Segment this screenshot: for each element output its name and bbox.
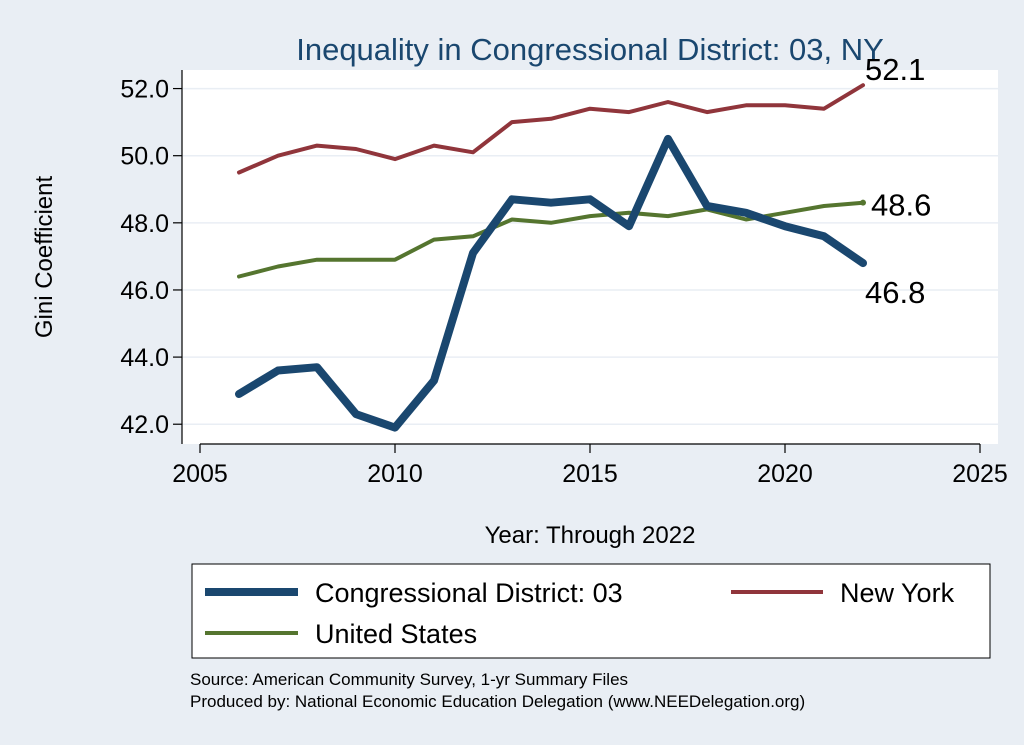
y-tick-label: 52.0 bbox=[120, 76, 169, 104]
x-tick-label: 2020 bbox=[757, 460, 813, 488]
producer-note: Produced by: National Economic Education… bbox=[190, 692, 805, 711]
end-label-nation: 48.6 bbox=[871, 188, 931, 223]
x-tick-label: 2015 bbox=[562, 460, 618, 488]
y-axis-label: Gini Coefficient bbox=[31, 176, 58, 339]
y-tick-label: 50.0 bbox=[120, 143, 169, 171]
end-label-state: 52.1 bbox=[865, 52, 925, 87]
x-tick-label: 2005 bbox=[172, 460, 228, 488]
gridlines bbox=[182, 87, 998, 425]
legend-box bbox=[191, 563, 991, 659]
series-line-district bbox=[235, 134, 867, 432]
legend: Congressional District: 03 New York United… bbox=[205, 578, 955, 649]
legend-label-district: Congressional District: 03 bbox=[315, 578, 623, 608]
x-axis-label: Year: Through 2022 bbox=[485, 522, 696, 549]
end-labels: 46.8 52.1 48.6 bbox=[865, 52, 931, 310]
legend-label-nation: United States bbox=[315, 619, 477, 649]
source-note: Source: American Community Survey, 1-yr … bbox=[190, 670, 628, 689]
y-tick-label: 48.0 bbox=[120, 210, 169, 238]
x-tick-label: 2010 bbox=[367, 460, 423, 488]
plot-area bbox=[182, 70, 998, 444]
chart-title: Inequality in Congressional District: 03… bbox=[296, 32, 884, 67]
series-lines bbox=[235, 83, 867, 432]
axes: 42.0 44.0 46.0 48.0 50.0 52.0 2005 2010 2015 2020… bbox=[120, 70, 1008, 488]
y-tick-label: 44.0 bbox=[120, 344, 169, 372]
legend-label-state: New York bbox=[840, 578, 955, 608]
y-tick-label: 46.0 bbox=[120, 277, 169, 305]
y-tick-label: 42.0 bbox=[120, 411, 169, 439]
series-line-state bbox=[237, 83, 865, 175]
x-tick-label: 2025 bbox=[952, 460, 1008, 488]
end-label-district: 46.8 bbox=[865, 275, 925, 310]
series-end-marker-nation bbox=[860, 199, 866, 206]
